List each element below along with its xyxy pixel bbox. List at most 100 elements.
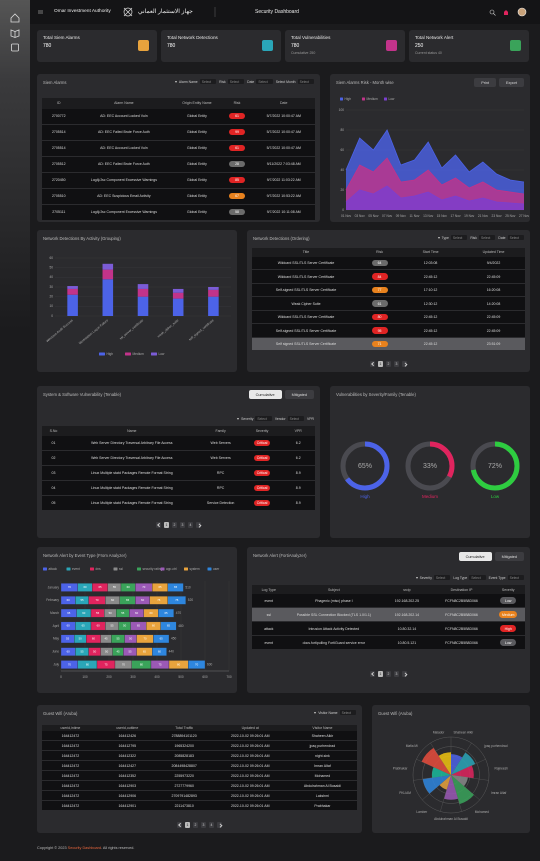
filter-select[interactable]: Select	[450, 235, 468, 241]
next-page[interactable]	[402, 361, 407, 367]
badge: 84	[371, 273, 388, 280]
table-cell: Weak Cipher Suite	[252, 296, 361, 311]
prev-page[interactable]	[370, 671, 375, 677]
page-button[interactable]: 1	[378, 361, 383, 367]
total-label: 520	[188, 598, 194, 602]
footer-link[interactable]: Security Dashboard	[67, 846, 102, 850]
prev-page[interactable]	[177, 822, 182, 828]
polar-spoke	[430, 742, 452, 776]
filter: Vendor Select	[275, 416, 305, 422]
table-row: 164412472 164412352 2255973220 2022-10-02 0…	[42, 770, 357, 782]
table-cell: FCFN8C2B5B8D066	[431, 607, 492, 623]
x-tick-label: 300	[130, 675, 136, 679]
page-button[interactable]: 1	[164, 522, 169, 528]
filter-select[interactable]: Select	[469, 575, 486, 581]
button[interactable]: Print	[474, 78, 497, 87]
filter-select[interactable]: Select	[287, 416, 305, 422]
button[interactable]: Mitigated	[494, 552, 524, 561]
total-label: 480	[178, 624, 184, 628]
next-page[interactable]	[402, 671, 407, 677]
legend-label: Medium	[367, 97, 379, 101]
table-cell: Possible SSL Connection Blocked (TLS 1.0…	[285, 607, 383, 623]
segment-label: 80	[177, 662, 181, 666]
bar	[172, 288, 184, 293]
legend-swatch	[340, 97, 343, 101]
home-icon[interactable]	[10, 13, 20, 23]
table-cell: Web Server Directory Traversal Arbitrary…	[64, 450, 199, 466]
donut-arc	[470, 441, 520, 491]
menu-icon[interactable]	[38, 10, 43, 14]
table-cell: 12:30:12	[399, 296, 463, 311]
badge: Medium	[498, 611, 518, 618]
polar-label: Imran Altaf	[491, 791, 506, 795]
area-line	[345, 185, 525, 205]
next-page[interactable]	[217, 822, 222, 828]
filter-select[interactable]: Select	[199, 79, 217, 85]
filter-select[interactable]: Select	[255, 416, 272, 422]
page-button[interactable]: 4	[188, 522, 193, 528]
table-row: 04 Linux Multiple statd Packages Remote F…	[42, 480, 315, 496]
page-button[interactable]: 3	[394, 361, 399, 367]
column-header: VPR	[281, 426, 315, 436]
segment-label: 75	[157, 598, 161, 602]
page-button[interactable]: 2	[386, 361, 391, 367]
table-cell: 164412901	[98, 800, 156, 812]
avatar[interactable]	[517, 7, 527, 17]
button[interactable]: Mitigated	[284, 390, 314, 399]
page-button[interactable]: 1	[378, 671, 383, 677]
box-icon[interactable]	[11, 43, 19, 52]
filter-label: Alarm Name	[178, 79, 198, 84]
polar-label: Abdulrahman Al Busaidi	[434, 817, 468, 821]
y-tick-label: 20	[340, 188, 344, 192]
page-button[interactable]: 2	[193, 822, 198, 828]
page-button[interactable]: 3	[394, 671, 399, 677]
filter-select[interactable]: Select	[256, 79, 273, 85]
header-row: S.No Name Family Severity VPR	[42, 426, 315, 436]
x-tick-label: 13 Nov	[423, 214, 434, 218]
bell-icon[interactable]	[504, 10, 508, 15]
filter-select[interactable]: Select	[297, 79, 314, 85]
table-cell: 164412795	[98, 740, 156, 752]
button[interactable]: Export	[499, 78, 524, 87]
table-cell: Critical	[242, 495, 282, 511]
filter-select[interactable]: Select	[339, 710, 356, 716]
segment-label: 50	[79, 637, 83, 641]
search-icon[interactable]	[489, 9, 496, 16]
filter-bar: Visitor Name Select	[314, 710, 356, 716]
filter-icon	[314, 711, 317, 714]
filter-bar: Severity Select Vendor Select VPR	[237, 416, 314, 422]
prev-page[interactable]	[370, 361, 375, 367]
bar	[102, 279, 114, 316]
table-row: 164412472 164412322 2085828183 2022-10-02 0…	[42, 750, 357, 762]
filter-select[interactable]: Select	[433, 575, 451, 581]
filter-icon	[415, 576, 418, 579]
table-cell: 164412472	[42, 760, 99, 772]
page-button[interactable]: 1	[185, 822, 190, 828]
badge: Critical	[253, 439, 271, 446]
legend-swatch	[99, 352, 105, 356]
button[interactable]: Cumulative	[458, 552, 492, 561]
table-cell: FCFN8C2B5B8D066	[431, 621, 492, 637]
table-cell: attack	[252, 621, 286, 637]
next-page[interactable]	[196, 522, 201, 528]
filter-select[interactable]: Select	[507, 235, 524, 241]
prev-page[interactable]	[156, 522, 161, 528]
page-button[interactable]: 2	[172, 522, 177, 528]
y-tick-label: 20	[49, 295, 53, 299]
book-icon[interactable]	[10, 29, 20, 38]
button[interactable]: Cumulative	[248, 390, 282, 399]
y-tick-label: 40	[340, 168, 344, 172]
page-button[interactable]: 3	[180, 522, 185, 528]
table-cell: 12:03:08	[399, 256, 463, 271]
filter: Date Select	[498, 235, 524, 241]
page-button[interactable]: 3	[201, 822, 206, 828]
column-header: Risk	[221, 98, 253, 109]
table-row: 2705111 Log4j/Jsc Component Excessive War…	[42, 204, 315, 221]
page-button[interactable]: 4	[209, 822, 214, 828]
data-table: Title Risk Start Time Updated Time Wildcard …	[252, 248, 525, 352]
page-button[interactable]: 2	[386, 671, 391, 677]
filter-select[interactable]: Select	[507, 575, 524, 581]
kpi-label: Total Network Alert	[415, 35, 454, 40]
filter-select[interactable]: Select	[478, 235, 496, 241]
filter-select[interactable]: Select	[227, 79, 245, 85]
